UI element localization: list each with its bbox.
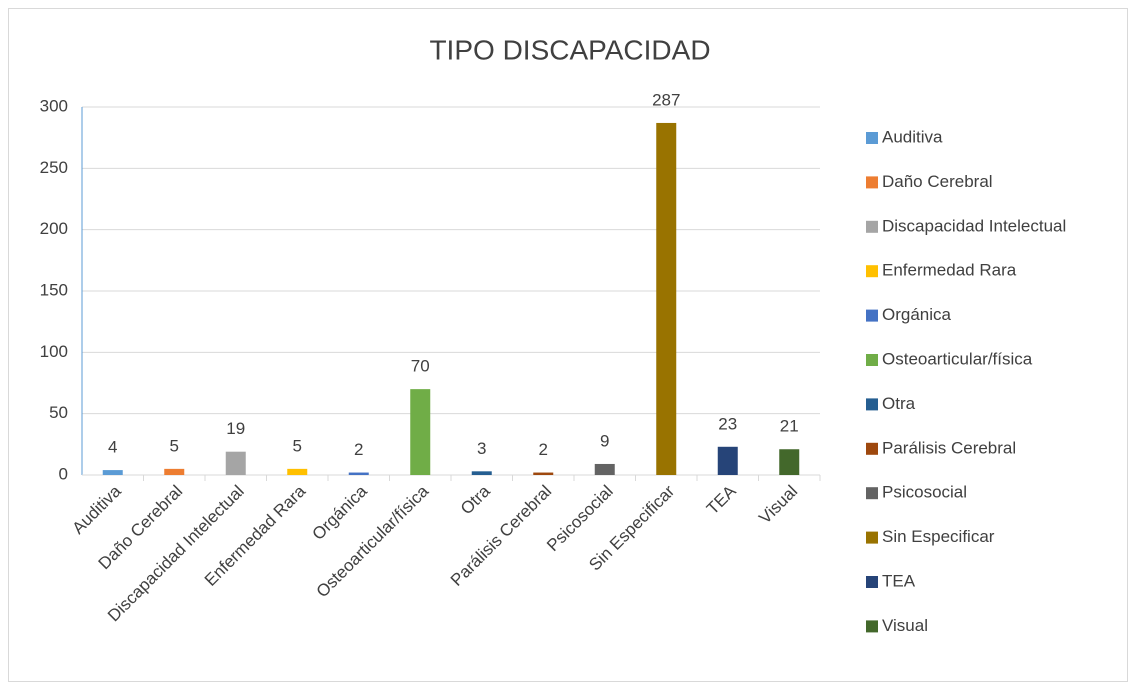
legend-label: Visual: [882, 616, 928, 635]
legend-label: Auditiva: [882, 127, 943, 146]
bar: [102, 470, 123, 475]
legend-label: Parálisis Cerebral: [882, 438, 1016, 457]
data-label: 2: [354, 440, 363, 459]
bar: [348, 472, 369, 475]
y-tick-label: 50: [49, 403, 68, 422]
data-label: 23: [718, 414, 737, 433]
legend-label: Psicosocial: [882, 483, 967, 502]
y-tick-label: 0: [59, 464, 68, 483]
y-tick-label: 250: [40, 158, 68, 177]
bar: [594, 463, 615, 475]
bar: [779, 449, 800, 475]
legend-label: Enfermedad Rara: [882, 261, 1017, 280]
data-label: 3: [477, 439, 486, 458]
data-label: 70: [411, 357, 430, 376]
legend-label: Osteoarticular/física: [882, 349, 1033, 368]
legend-label: Otra: [882, 394, 916, 413]
bar: [164, 468, 185, 475]
data-label: 9: [600, 431, 609, 450]
legend-label: Discapacidad Intelectual: [882, 216, 1066, 235]
bar: [287, 468, 308, 475]
data-label: 5: [170, 436, 179, 455]
legend-swatch: [866, 132, 878, 144]
legend-label: Sin Especificar: [882, 527, 995, 546]
legend-swatch: [866, 220, 878, 233]
chart-border: [8, 8, 1128, 682]
data-label: 287: [652, 90, 680, 109]
legend-swatch: [866, 398, 878, 411]
legend-label: Daño Cerebral: [882, 172, 993, 191]
bar: [410, 389, 431, 475]
legend-swatch: [866, 576, 878, 588]
bar: [717, 446, 738, 475]
data-label: 2: [539, 440, 548, 459]
bar: [533, 472, 554, 475]
y-tick-label: 150: [40, 280, 68, 299]
legend-swatch: [866, 265, 878, 278]
data-label: 19: [226, 419, 245, 438]
legend-swatch: [866, 309, 878, 322]
legend-label: Orgánica: [882, 305, 952, 324]
y-tick-label: 100: [40, 342, 68, 361]
legend-swatch: [866, 531, 878, 544]
bar: [225, 451, 246, 475]
data-label: 21: [780, 417, 799, 436]
legend-swatch: [866, 620, 878, 633]
legend-swatch: [866, 354, 878, 366]
chart-title: TIPO DISCAPACIDAD: [429, 34, 710, 65]
data-label: 5: [293, 436, 302, 455]
y-tick-label: 200: [40, 219, 68, 238]
legend-swatch: [866, 442, 878, 455]
bar: [471, 471, 492, 475]
data-label: 4: [108, 438, 117, 457]
legend-swatch: [866, 176, 878, 189]
bar: [656, 122, 677, 476]
legend-label: TEA: [882, 571, 916, 590]
legend-swatch: [866, 487, 878, 500]
y-tick-label: 300: [40, 96, 68, 115]
